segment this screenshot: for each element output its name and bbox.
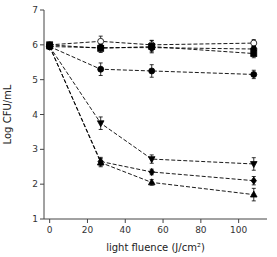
marker	[250, 162, 257, 168]
series	[47, 43, 257, 185]
error-bar	[252, 40, 256, 47]
marker	[149, 44, 155, 50]
x-axis-label: light fluence (J/cm²)	[106, 242, 205, 253]
y-tick-label: 6	[32, 40, 38, 50]
marker	[97, 159, 104, 165]
x-tick-label: 100	[230, 225, 247, 235]
x-tick	[200, 219, 201, 223]
error-bar	[99, 45, 103, 51]
y-tick	[40, 184, 44, 185]
x-tick	[163, 219, 164, 223]
error-bar	[150, 65, 154, 78]
error-bar	[252, 177, 256, 185]
x-tick	[238, 219, 239, 223]
x-tick	[87, 219, 88, 223]
marker	[47, 43, 52, 50]
x-tick-label: 80	[195, 225, 207, 235]
series	[47, 40, 257, 57]
chart: 0 20 40 60 80 100 1 2 3 4 5 6 7 light fluence (J/cm²)…	[0, 0, 277, 257]
marker	[251, 177, 256, 184]
y-tick-label: 5	[32, 75, 38, 85]
error-bar	[150, 40, 154, 53]
marker	[251, 40, 257, 46]
series-line	[50, 47, 254, 75]
series	[47, 44, 257, 79]
marker	[47, 44, 53, 50]
marker	[148, 157, 155, 163]
marker	[251, 71, 257, 77]
y-tick	[40, 10, 44, 11]
plot-area	[46, 36, 257, 201]
marker	[46, 44, 53, 50]
x-tick	[125, 219, 126, 223]
marker	[98, 38, 104, 44]
series-line	[50, 47, 254, 164]
marker	[148, 179, 155, 185]
error-bar	[99, 44, 103, 52]
series-line	[50, 47, 254, 195]
y-tick-label: 1	[32, 214, 38, 224]
error-bar	[99, 63, 103, 76]
error-bar	[252, 49, 256, 57]
y-tick	[40, 149, 44, 150]
series-line	[50, 47, 254, 181]
error-bar	[252, 70, 256, 78]
x-tick-label: 60	[157, 225, 169, 235]
series	[46, 44, 257, 170]
y-axis-label: Log CFU/mL	[2, 84, 13, 144]
marker	[97, 121, 104, 127]
y-tick	[40, 79, 44, 80]
y-tick	[40, 219, 44, 220]
y-tick-label: 4	[32, 110, 38, 120]
y-tick	[40, 44, 44, 45]
marker	[98, 66, 104, 72]
x-tick-label: 0	[47, 225, 53, 235]
marker	[149, 168, 154, 175]
marker	[251, 51, 257, 57]
x-tick-label: 20	[82, 225, 94, 235]
y-tick-label: 2	[32, 179, 38, 189]
marker	[97, 45, 104, 51]
x-tick	[49, 219, 50, 223]
marker	[98, 45, 104, 51]
y-tick-label: 3	[32, 144, 38, 154]
marker	[149, 68, 155, 74]
x-tick-label: 40	[120, 225, 132, 235]
y-tick-label: 7	[32, 5, 38, 15]
error-bar	[150, 169, 154, 175]
series	[46, 43, 257, 201]
marker	[250, 191, 257, 197]
x-axis-line	[44, 219, 267, 220]
marker	[46, 43, 53, 49]
y-tick	[40, 114, 44, 115]
